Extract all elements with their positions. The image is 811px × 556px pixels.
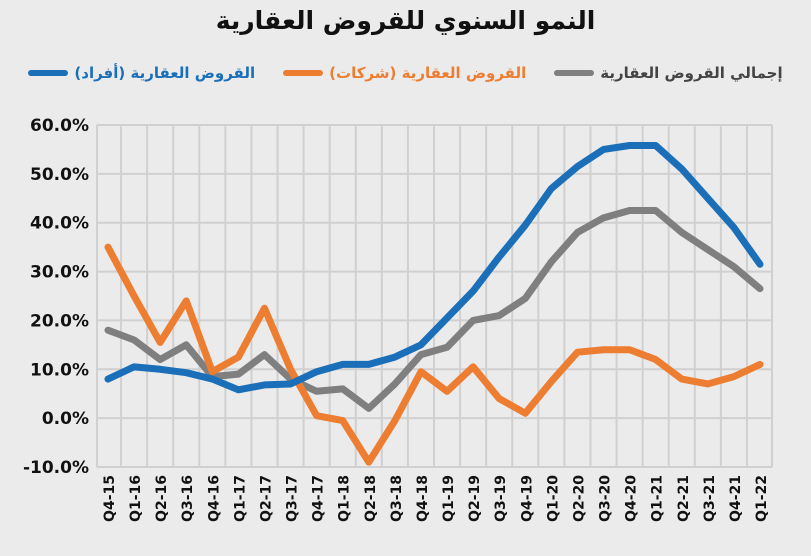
x-tick-label: Q2-16 bbox=[154, 475, 170, 522]
x-tick-label: Q1-20 bbox=[545, 475, 561, 522]
x-tick-label: Q3-20 bbox=[598, 475, 614, 522]
series-line bbox=[104, 142, 764, 394]
x-tick-label: Q4-20 bbox=[624, 475, 640, 522]
x-tick-label: Q2-21 bbox=[676, 475, 692, 522]
y-tick-label: 0.0% bbox=[42, 409, 89, 429]
y-tick-label: 50.0% bbox=[30, 165, 89, 185]
legend-item: إجمالي القروض العقارية bbox=[554, 64, 783, 82]
legend-label: إجمالي القروض العقارية bbox=[600, 64, 783, 82]
x-tick-label: Q3-16 bbox=[180, 475, 196, 522]
x-tick-label: Q4-18 bbox=[415, 475, 431, 522]
x-tick-label: Q1-17 bbox=[232, 475, 248, 522]
y-tick-label: 10.0% bbox=[30, 360, 89, 380]
series-line bbox=[104, 207, 764, 412]
y-tick-label: -10.0% bbox=[23, 458, 89, 478]
legend-swatch bbox=[554, 70, 595, 76]
x-tick-label: Q2-19 bbox=[467, 475, 483, 522]
x-tick-label: Q2-20 bbox=[571, 475, 587, 522]
x-tick-label: Q3-19 bbox=[493, 475, 509, 522]
y-tick-label: 20.0% bbox=[30, 311, 89, 331]
legend-swatch bbox=[283, 70, 324, 76]
legend-item: القروض العقارية (أفراد) bbox=[28, 64, 255, 82]
x-tick-label: Q1-22 bbox=[754, 475, 770, 522]
x-tick-label: Q1-18 bbox=[337, 475, 353, 522]
y-tick-label: 30.0% bbox=[30, 263, 89, 283]
x-tick-label: Q3-21 bbox=[702, 475, 718, 522]
x-tick-label: Q2-18 bbox=[363, 475, 379, 522]
x-tick-label: Q4-19 bbox=[519, 475, 535, 522]
y-tick-label: 60.0% bbox=[30, 116, 89, 136]
legend-swatch bbox=[28, 70, 69, 76]
x-tick-label: Q1-21 bbox=[650, 475, 666, 522]
x-tick-label: Q4-17 bbox=[311, 475, 327, 522]
x-tick-label: Q1-16 bbox=[128, 475, 144, 522]
y-tick-label: 40.0% bbox=[30, 214, 89, 234]
x-tick-label: Q4-21 bbox=[728, 475, 744, 522]
legend-label: القروض العقارية (شركات) bbox=[329, 64, 527, 82]
x-tick-label: Q4-15 bbox=[102, 475, 118, 522]
x-tick-label: Q2-17 bbox=[258, 475, 274, 522]
legend: إجمالي القروض العقارية القروض العقارية (ش… bbox=[0, 64, 811, 82]
x-tick-label: Q1-19 bbox=[441, 475, 457, 522]
series-line bbox=[104, 243, 764, 466]
x-tick-label: Q3-18 bbox=[389, 475, 405, 522]
chart-title: النمو السنوي للقروض العقارية bbox=[215, 6, 596, 35]
legend-label: القروض العقارية (أفراد) bbox=[74, 64, 256, 82]
x-tick-label: Q4-16 bbox=[206, 475, 222, 522]
legend-item: القروض العقارية (شركات) bbox=[283, 64, 526, 82]
x-tick-label: Q3-17 bbox=[285, 475, 301, 522]
